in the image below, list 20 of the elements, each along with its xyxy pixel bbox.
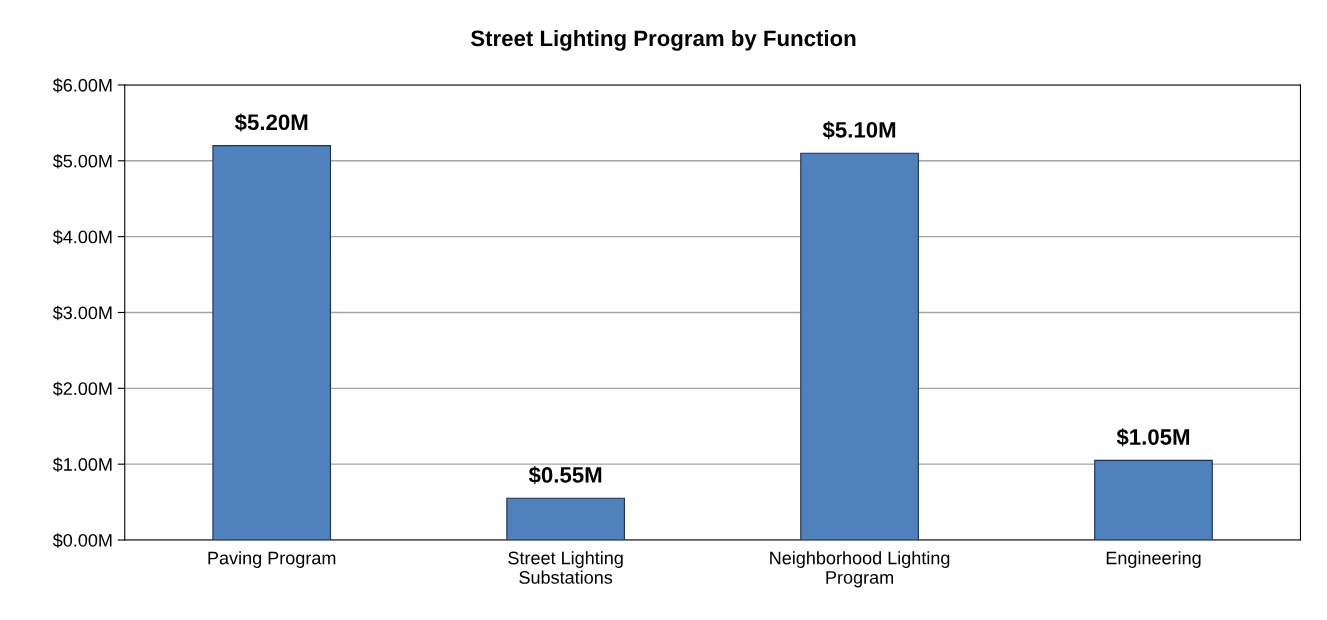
x-tick-label: Street Lighting Substations [508, 551, 623, 584]
bar [506, 497, 625, 541]
data-label: $5.10M [822, 120, 896, 140]
chart-title: Street Lighting Program by Function [470, 29, 856, 51]
data-label: $5.20M [234, 113, 308, 132]
y-tick-label: $4.00M [52, 229, 112, 245]
y-tick-label: $0.00M [52, 533, 112, 548]
x-tick-label: Engineering [1106, 551, 1201, 568]
y-tick-label: $5.00M [52, 153, 112, 169]
bar [212, 145, 332, 541]
bar [800, 152, 919, 541]
y-tick-label: $2.00M [52, 381, 112, 397]
y-tick-label: $1.00M [52, 457, 112, 472]
data-label: $0.55M [528, 466, 602, 485]
data-label: $1.05M [1116, 428, 1190, 447]
x-tick-label: Paving Program [208, 551, 336, 568]
x-tick-label: Neighborhood Lighting Program [770, 551, 950, 588]
y-tick-label: $6.00M [52, 78, 112, 93]
bar [1094, 459, 1213, 541]
y-tick-label: $3.00M [52, 305, 112, 321]
